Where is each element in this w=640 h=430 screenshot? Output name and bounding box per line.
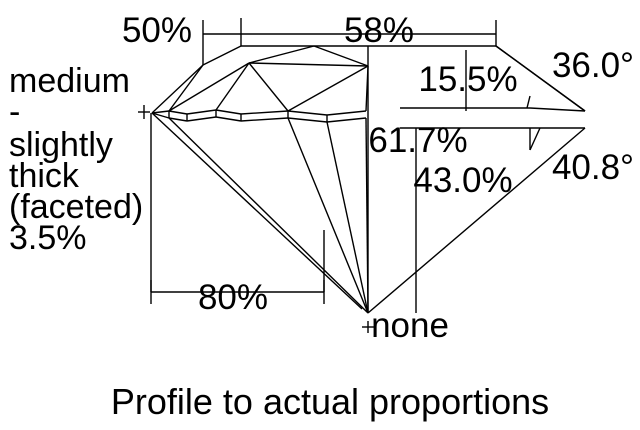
svg-text:61.7%: 61.7% <box>368 121 467 160</box>
svg-text:15.5%: 15.5% <box>418 60 517 99</box>
svg-text:none: none <box>371 306 449 345</box>
svg-text:50%: 50% <box>122 11 192 50</box>
svg-text:40.8°: 40.8° <box>552 148 634 187</box>
svg-text:80%: 80% <box>198 278 268 317</box>
svg-text:36.0°: 36.0° <box>552 46 634 85</box>
svg-text:Profile to actual proportions: Profile to actual proportions <box>111 381 549 422</box>
svg-text:3.5%: 3.5% <box>9 219 87 257</box>
svg-text:58%: 58% <box>344 11 414 50</box>
svg-text:43.0%: 43.0% <box>413 161 512 200</box>
svg-text:medium: medium <box>9 62 130 100</box>
